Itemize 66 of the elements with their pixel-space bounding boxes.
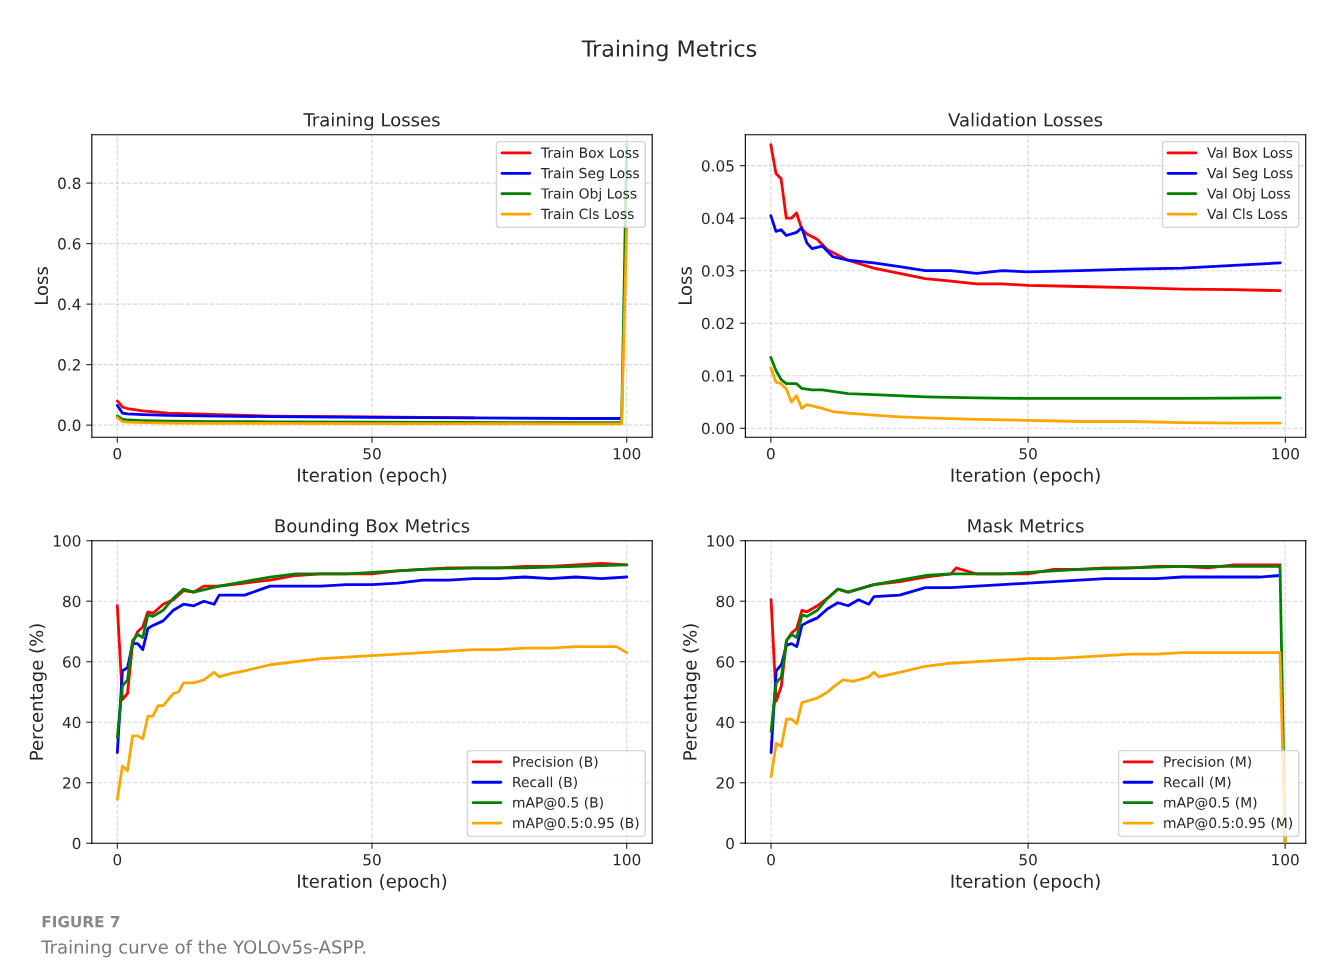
x-tick-label: 100 <box>1272 853 1299 866</box>
legend-label: mAP@0.5:0.95 (M) <box>1164 817 1293 831</box>
x-tick-label: 50 <box>363 853 381 866</box>
y-tick-label: 0.8 <box>58 177 81 190</box>
legend-label: Train Obj Loss <box>540 187 637 202</box>
x-tick-label: 50 <box>1019 853 1037 866</box>
y-tick-label: 80 <box>63 595 81 608</box>
y-axis-title: Loss <box>34 267 49 304</box>
x-axis-title: Iteration (epoch) <box>298 468 447 486</box>
y-tick-label: 0.05 <box>701 160 734 172</box>
x-axis-title: Iteration (epoch) <box>951 468 1100 486</box>
caption: FIGURE 7 <box>42 915 120 928</box>
x-tick-label: 0 <box>113 853 122 866</box>
legend-label: Train Box Loss <box>540 147 639 158</box>
legend-label: mAP@0.5:0.95 (B) <box>513 817 639 831</box>
chart-title: Bounding Box Metrics <box>275 518 470 537</box>
legend-label: Val Box Loss <box>1207 147 1293 158</box>
y-tick-label: 0.2 <box>58 359 80 371</box>
y-tick-label: 100 <box>53 535 81 547</box>
legend-label: Recall (M) <box>1164 776 1231 789</box>
y-tick-label: 0.01 <box>701 370 734 382</box>
x-tick-label: 0 <box>113 447 122 460</box>
y-tick-label: 0.04 <box>701 212 735 225</box>
chart-title: Mask Metrics <box>968 518 1084 533</box>
y-axis-title: Percentage (%) <box>682 624 701 760</box>
legend-label: Precision (B) <box>513 756 598 769</box>
legend-label: Train Cls Loss <box>540 208 634 220</box>
legend-label: Val Seg Loss <box>1207 167 1293 182</box>
y-tick-label: 0.00 <box>701 422 734 435</box>
text: Training Metrics <box>581 39 757 62</box>
y-tick-label: 80 <box>716 595 734 608</box>
legend-label: Train Seg Loss <box>540 167 640 182</box>
y-axis-title: Loss <box>678 267 692 304</box>
y-tick-label: 0.4 <box>58 298 81 311</box>
chart-title: Training Losses <box>303 112 440 131</box>
y-tick-label: 100 <box>707 535 734 547</box>
y-tick-label: 40 <box>62 716 81 729</box>
x-tick-label: 50 <box>1019 447 1037 460</box>
y-tick-label: 20 <box>716 777 734 789</box>
y-tick-label: 60 <box>63 656 81 668</box>
x-axis-title: Iteration (epoch) <box>951 874 1100 892</box>
x-tick-label: 100 <box>613 853 641 866</box>
y-tick-label: 40 <box>716 716 734 729</box>
y-tick-label: 60 <box>716 656 734 668</box>
y-axis-title: Percentage (%) <box>29 624 47 760</box>
x-axis-title: Iteration (epoch) <box>298 874 447 892</box>
x-tick-label: 0 <box>767 853 775 866</box>
y-tick-label: 0.02 <box>701 317 734 330</box>
y-tick-label: 20 <box>63 777 81 789</box>
chart-title: Validation Losses <box>948 112 1103 127</box>
legend-label: Precision (M) <box>1164 756 1251 769</box>
y-tick-label: 0.6 <box>58 238 81 250</box>
legend-label: Val Obj Loss <box>1207 187 1290 202</box>
y-tick-label: 0 <box>72 837 81 850</box>
y-tick-label: 0.03 <box>701 265 734 277</box>
x-tick-label: 50 <box>363 447 381 460</box>
x-tick-label: 100 <box>1272 447 1299 460</box>
x-tick-label: 100 <box>613 447 641 460</box>
legend-label: Recall (B) <box>513 776 577 789</box>
legend-label: mAP@0.5 (M) <box>1164 796 1257 810</box>
y-tick-label: 0.0 <box>58 419 81 432</box>
legend-label: mAP@0.5 (B) <box>513 796 603 810</box>
legend-label: Val Cls Loss <box>1207 208 1288 220</box>
x-tick-label: 0 <box>766 447 775 460</box>
text: Training curve of the YOLOv5s-ASPP. <box>41 939 366 958</box>
y-tick-label: 0 <box>726 837 734 850</box>
